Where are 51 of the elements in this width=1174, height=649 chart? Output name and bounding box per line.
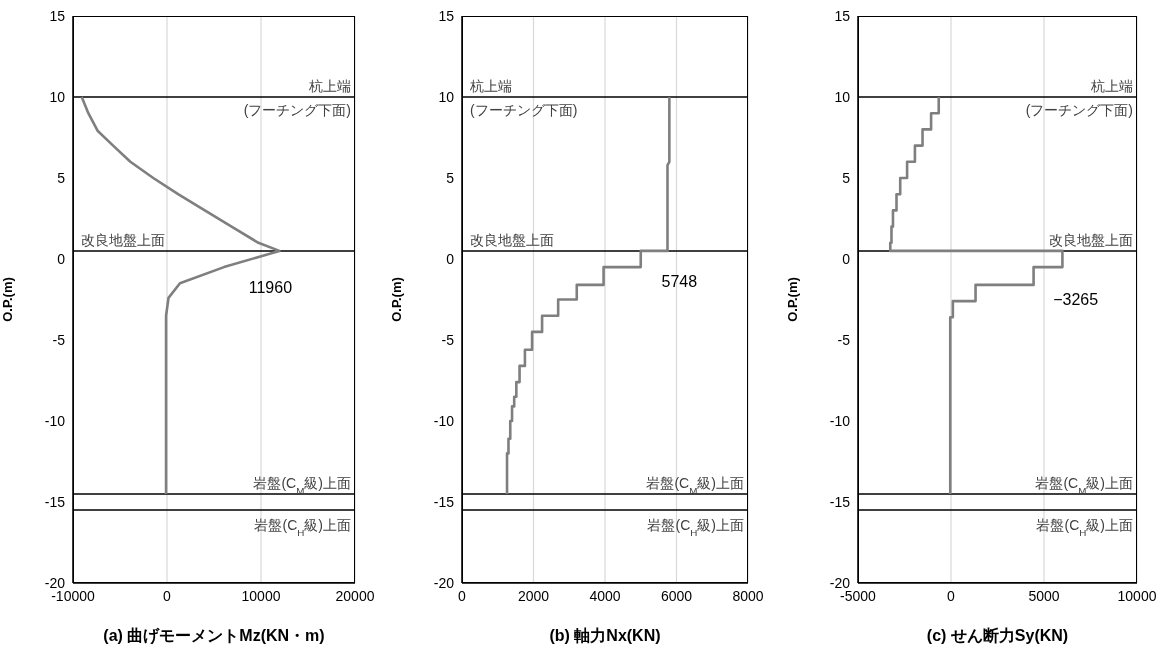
y-tick-label: 15: [49, 7, 66, 24]
y-tick-label: 5: [57, 169, 66, 186]
y-tick-label: -20: [433, 574, 455, 591]
y-tick-label: -15: [433, 493, 455, 510]
ref-line-label: 改良地盤上面: [470, 231, 554, 248]
ref-line-label: 改良地盤上面: [81, 231, 165, 248]
ref-line-label: 岩盤(C$_{H}$級)上面: [1036, 517, 1133, 538]
y-tick-label: 0: [57, 250, 66, 267]
annotation: −3265: [1053, 290, 1099, 309]
y-tick-label: 10: [834, 88, 851, 105]
ref-line-label: 杭上端 (フーチング下面): [469, 78, 578, 118]
y-axis-title: O.P.(m): [388, 277, 404, 322]
y-tick-label: -10: [433, 412, 455, 429]
x-axis-title: (c) せん断力Sy(KN): [926, 627, 1069, 644]
x-tick-label: 5000: [1028, 587, 1060, 604]
x-tick-label: 20000: [335, 587, 375, 604]
y-tick-label: 15: [834, 7, 851, 24]
ref-line-label: 改良地盤上面: [1049, 231, 1133, 248]
y-tick-label: -5: [837, 331, 851, 348]
y-tick-label: -15: [829, 493, 851, 510]
x-tick-label: 6000: [660, 587, 693, 604]
x-axis-title: (a) 曲げモーメントMz(KN・m): [103, 627, 325, 645]
x-tick-label: 10000: [1117, 587, 1157, 604]
y-tick-label: 0: [842, 250, 851, 267]
ref-line-label: 杭上端 (フーチング下面): [243, 78, 351, 118]
y-axis-title: O.P.(m): [0, 277, 15, 322]
y-tick-label: -5: [441, 331, 455, 348]
x-tick-label: 4000: [589, 587, 621, 604]
y-axis-title: O.P.(m): [784, 277, 800, 322]
x-tick-label: 0: [163, 587, 172, 604]
x-tick-label: 10000: [241, 587, 281, 604]
ref-line-label: 杭上端 (フーチング下面): [1025, 78, 1133, 118]
x-tick-label: 8000: [732, 587, 764, 604]
y-tick-label: -15: [44, 493, 66, 510]
y-tick-label: -5: [52, 331, 66, 348]
x-axis-title: (b) 軸力Nx(KN): [549, 627, 661, 644]
y-tick-label: 5: [446, 169, 455, 186]
x-tick-label: 0: [947, 587, 956, 604]
ref-line-label: 岩盤(C$_{H}$級)上面: [647, 517, 744, 538]
y-tick-label: 10: [49, 88, 66, 105]
y-tick-label: 15: [438, 7, 455, 24]
y-tick-label: -10: [829, 412, 851, 429]
y-tick-label: 5: [842, 169, 851, 186]
y-tick-label: 0: [446, 250, 455, 267]
y-tick-label: -10: [44, 412, 66, 429]
x-tick-label: 0: [458, 587, 467, 604]
annotation: 5748: [661, 273, 698, 292]
annotation: 11960: [248, 279, 293, 298]
y-tick-label: 10: [438, 88, 455, 105]
ref-line-label: 岩盤(C$_{H}$級)上面: [254, 517, 351, 538]
x-tick-label: 2000: [517, 587, 550, 604]
